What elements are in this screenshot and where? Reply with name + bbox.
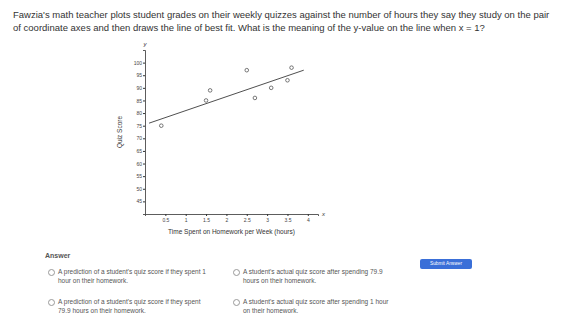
point bbox=[286, 78, 290, 82]
x-tick: 4 bbox=[307, 214, 310, 223]
x-tick: 1 bbox=[185, 214, 188, 223]
y-tick: 85 bbox=[136, 98, 145, 104]
submit-button[interactable]: Submit Answer bbox=[420, 259, 472, 269]
y-tick-mark bbox=[143, 100, 145, 101]
x-tick: 3 bbox=[266, 214, 269, 223]
y-tick-label: 45 bbox=[136, 198, 142, 204]
y-tick-label: 85 bbox=[136, 98, 142, 104]
y-tick: 70 bbox=[136, 135, 145, 141]
answer-label: Answer bbox=[45, 252, 70, 259]
y-tick-mark bbox=[143, 164, 145, 165]
x-tick-label: 1.5 bbox=[203, 217, 210, 223]
x-tick: 2.5 bbox=[244, 214, 251, 223]
y-tick-label: 60 bbox=[136, 161, 142, 167]
chart: 45 50 55 60 65 70 75 80 85 90 95 100 0.5 1 1.5 2 2.5 3 3.5… bbox=[0, 0, 578, 248]
x-tick-label: 3.5 bbox=[284, 217, 291, 223]
y-tick-mark bbox=[143, 176, 145, 177]
point bbox=[245, 68, 249, 72]
x-tick: 2 bbox=[226, 214, 229, 223]
y-axis-line bbox=[143, 51, 146, 215]
y-axis-name: y bbox=[143, 41, 148, 47]
x-axis-line bbox=[146, 215, 319, 217]
y-tick: 45 bbox=[136, 198, 145, 204]
y-tick-mark bbox=[143, 113, 145, 114]
y-tick-label: 90 bbox=[136, 85, 142, 91]
answer-option[interactable]: A prediction of a student's quiz score i… bbox=[58, 267, 208, 285]
x-tick-label: 4 bbox=[307, 217, 310, 223]
y-tick: 90 bbox=[136, 85, 145, 91]
y-tick-mark bbox=[143, 63, 145, 64]
y-tick-label: 50 bbox=[136, 186, 142, 192]
y-tick-mark bbox=[143, 75, 145, 76]
point bbox=[290, 66, 294, 70]
x-axis-title: Time Spent on Homework per Week (hours) bbox=[168, 228, 295, 236]
radio-button[interactable] bbox=[233, 299, 240, 306]
point bbox=[269, 86, 273, 90]
y-tick: 65 bbox=[136, 148, 145, 154]
best-fit-line bbox=[149, 70, 304, 123]
y-tick: 55 bbox=[136, 173, 145, 179]
y-tick: 100 bbox=[134, 60, 145, 66]
y-tick: 75 bbox=[136, 123, 145, 129]
radio-button[interactable] bbox=[233, 269, 240, 276]
point bbox=[204, 99, 208, 103]
y-tick-label: 100 bbox=[134, 60, 143, 66]
y-tick: 60 bbox=[136, 161, 145, 167]
answer-option[interactable]: A prediction of a student's quiz score i… bbox=[58, 297, 208, 315]
x-tick: 0.5 bbox=[162, 214, 169, 223]
y-tick-label: 55 bbox=[136, 173, 142, 179]
y-tick: 50 bbox=[136, 186, 145, 192]
x-tick-label: 2.5 bbox=[244, 217, 251, 223]
y-tick-label: 95 bbox=[136, 72, 142, 78]
x-tick-label: 1 bbox=[185, 217, 188, 223]
x-axis: 0.5 1 1.5 2 2.5 3 3.5 4 bbox=[146, 214, 319, 223]
y-tick-mark bbox=[143, 151, 145, 152]
y-tick: 95 bbox=[136, 72, 145, 78]
y-axis-title: Quiz Score bbox=[116, 116, 124, 149]
y-tick-label: 65 bbox=[136, 148, 142, 154]
y-tick-label: 80 bbox=[136, 110, 142, 116]
x-tick-label: 3 bbox=[266, 217, 269, 223]
x-tick-label: 0.5 bbox=[162, 217, 169, 223]
x-tick: 1.5 bbox=[203, 214, 210, 223]
y-tick-mark bbox=[143, 189, 145, 190]
y-tick-label: 70 bbox=[136, 135, 142, 141]
y-tick: 80 bbox=[136, 110, 145, 116]
y-tick-mark bbox=[143, 126, 145, 127]
y-tick-mark bbox=[143, 201, 145, 202]
y-tick-mark bbox=[143, 88, 145, 89]
point bbox=[253, 96, 257, 100]
answer-option[interactable]: A student's actual quiz score after spen… bbox=[243, 267, 393, 285]
point bbox=[208, 89, 212, 93]
y-axis: 45 50 55 60 65 70 75 80 85 90 95 100 bbox=[134, 51, 146, 215]
y-tick-label: 75 bbox=[136, 123, 142, 129]
x-tick-label: 2 bbox=[226, 217, 229, 223]
radio-button[interactable] bbox=[48, 269, 55, 276]
point bbox=[159, 124, 163, 128]
x-tick: 3.5 bbox=[284, 214, 291, 223]
plot-area bbox=[149, 66, 304, 128]
y-tick-mark bbox=[143, 138, 145, 139]
answer-option[interactable]: A student's actual quiz score after spen… bbox=[243, 297, 393, 315]
radio-button[interactable] bbox=[48, 299, 55, 306]
x-axis-name: x bbox=[321, 211, 326, 217]
question-text: Fawzia's math teacher plots student grad… bbox=[13, 8, 553, 34]
